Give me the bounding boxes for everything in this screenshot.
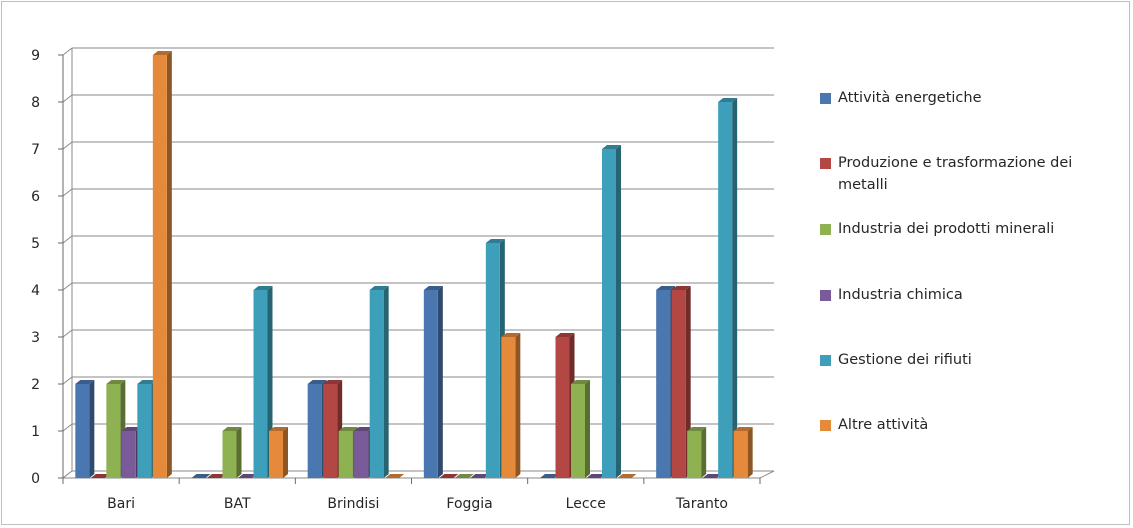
- legend-swatch: [820, 158, 831, 169]
- x-tick-label: BAT: [224, 496, 251, 512]
- gridline-side: [62, 376, 73, 385]
- y-tick-label: 5: [31, 236, 40, 252]
- y-tick-label: 8: [31, 95, 40, 111]
- y-tick-label: 1: [31, 424, 40, 440]
- bar: [687, 427, 707, 478]
- x-tick-label: Bari: [107, 496, 135, 512]
- legend-swatch: [820, 420, 831, 431]
- y-tick-label: 0: [31, 471, 40, 487]
- legend-label: Altre attività: [838, 417, 929, 433]
- legend-swatch: [820, 93, 831, 104]
- gridline-side: [62, 329, 73, 338]
- y-tick-label: 3: [31, 330, 40, 346]
- legend-label: Attività energetiche: [838, 90, 982, 106]
- x-tick-label: Taranto: [675, 496, 728, 512]
- gridline-side: [62, 235, 73, 244]
- legend-label: Produzione e trasformazione dei metalli: [838, 155, 1073, 193]
- legend-swatch: [820, 355, 831, 366]
- bar: [733, 427, 753, 478]
- tick-labels: 0 1 2 3 4 5 6 7 8 9 Bari BAT Brindisi Foggia Lecce Tara…: [31, 48, 728, 512]
- bar: [385, 474, 405, 478]
- y-tick-label: 9: [31, 48, 40, 64]
- legend-label: Gestione dei rifiuti: [838, 352, 972, 368]
- gridline-side: [62, 188, 73, 197]
- bar: [501, 333, 521, 478]
- gridline-side: [62, 141, 73, 150]
- bar: [269, 427, 288, 478]
- y-tick-label: 2: [31, 377, 40, 393]
- bar: [207, 474, 226, 478]
- bar: [423, 286, 443, 478]
- bar: [191, 474, 211, 478]
- legend-swatch: [820, 224, 831, 235]
- x-tick-label: Brindisi: [327, 496, 379, 512]
- bar: [238, 474, 257, 478]
- bar: [540, 474, 559, 478]
- y-tick-label: 6: [31, 189, 40, 205]
- bar: [702, 474, 722, 478]
- bar: [152, 51, 172, 478]
- gridline-side: [62, 94, 73, 103]
- bar: [222, 427, 242, 478]
- gridline-side: [62, 282, 73, 291]
- bar: [617, 474, 637, 478]
- bar: [718, 98, 738, 478]
- bar: [586, 474, 606, 478]
- bar: [75, 380, 95, 478]
- gridline-side: [62, 423, 73, 432]
- bar: [90, 474, 110, 478]
- bars: [75, 51, 753, 478]
- bar: [454, 474, 474, 478]
- y-tick-label: 7: [31, 142, 40, 158]
- bar: [602, 145, 621, 478]
- gridline-side: [62, 47, 73, 56]
- bar: [571, 380, 590, 478]
- bar: [439, 474, 459, 478]
- bar: [470, 474, 490, 478]
- x-tick-label: Lecce: [566, 496, 606, 512]
- legend-label: Industria chimica: [838, 287, 963, 303]
- legend: Attività energetiche Produzione e trasfo…: [820, 0, 1120, 528]
- legend-swatch: [820, 290, 831, 301]
- bar: [369, 286, 389, 478]
- legend-label: Industria dei prodotti minerali: [838, 221, 1055, 237]
- y-tick-label: 4: [31, 283, 40, 299]
- x-tick-label: Foggia: [446, 496, 492, 512]
